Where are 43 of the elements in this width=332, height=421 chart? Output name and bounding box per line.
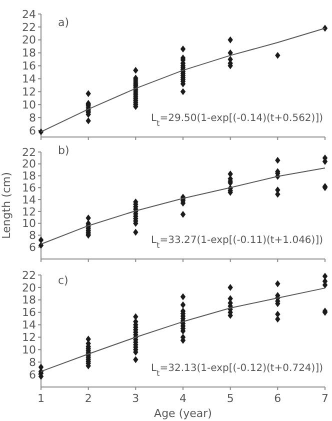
y-tick-label: 16 <box>22 306 36 320</box>
y-tick-label: 6 <box>29 368 36 382</box>
y-tick-label: 8 <box>29 111 36 124</box>
y-tick-label: 18 <box>22 294 36 307</box>
y-tick-label: 8 <box>29 356 36 369</box>
annotation: b) <box>58 144 70 157</box>
x-axis-title: Age (year) <box>154 407 212 420</box>
annotation: L$_{t}$=29.50(1-exp[(-0.14)(t+0.562)]) <box>151 113 324 128</box>
y-tick-label: 12 <box>22 331 36 344</box>
y-tick-label: 12 <box>22 86 36 99</box>
y-tick-label: 14 <box>22 318 36 332</box>
y-tick-label: 10 <box>22 217 36 230</box>
annotation: L$_{t}$=33.27(1-exp[(-0.11)(t+1.046)]) <box>151 235 324 250</box>
y-tick-label: 6 <box>29 124 36 138</box>
y-tick-label: 6 <box>29 240 36 254</box>
annotation: c) <box>58 274 68 287</box>
y-tick-label: 18 <box>22 170 36 183</box>
y-tick-label: 20 <box>22 34 36 47</box>
y-axis-title: Length (cm) <box>0 172 13 239</box>
x-tick-label: 7 <box>322 392 328 405</box>
y-tick-label: 10 <box>22 344 36 357</box>
y-tick-label: 18 <box>22 46 36 60</box>
y-tick-label: 10 <box>22 98 36 112</box>
y-tick-label: 22 <box>22 20 36 34</box>
x-tick-label: 4 <box>180 392 186 405</box>
annotation: L$_{t}$=32.13(1-exp[(-0.12)(t+0.724)]) <box>151 363 324 378</box>
x-tick-label: 5 <box>226 392 234 405</box>
y-tick-label: 16 <box>22 60 36 73</box>
y-tick-label: 22 <box>22 146 36 159</box>
y-tick-label: 20 <box>22 281 36 294</box>
x-tick-label: 6 <box>274 392 282 405</box>
annotation: a) <box>58 16 70 29</box>
y-tick-label: 24 <box>22 8 36 21</box>
y-tick-label: 12 <box>22 205 36 218</box>
x-tick-label: 1 <box>38 392 44 405</box>
x-tick-label: 3 <box>132 392 140 405</box>
y-tick-label: 14 <box>22 193 36 206</box>
y-tick-label: 8 <box>29 229 36 242</box>
y-tick-label: 22 <box>22 268 36 282</box>
y-tick-label: 16 <box>22 182 36 195</box>
y-tick-label: 20 <box>22 158 36 171</box>
y-tick-label: 14 <box>22 72 36 86</box>
x-tick-label: 2 <box>84 392 92 405</box>
